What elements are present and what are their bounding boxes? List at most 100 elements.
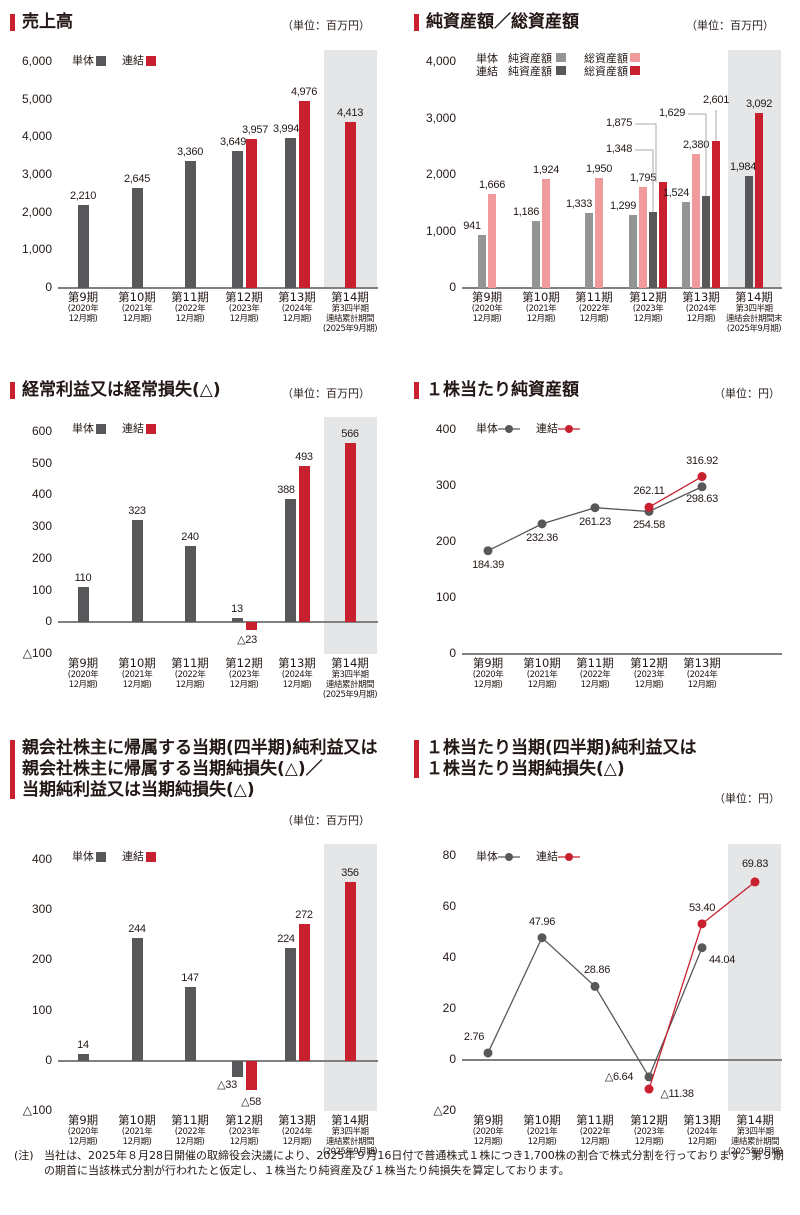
bar bbox=[488, 193, 496, 288]
period-sublabel: (2022年 bbox=[174, 1127, 206, 1137]
y-tick-label: 300 bbox=[435, 478, 456, 492]
ordinary-income-chart-panel: 経常利益又は経常損失(△) （単位：百万円） 単体 連結 600 500 400 30… bbox=[0, 370, 400, 730]
period-sublabel: 12月期) bbox=[687, 680, 717, 690]
x-category-label: 第11期 (2022年 12月期) bbox=[565, 656, 625, 690]
x-category-label: 第13期 (2024年 12月期) bbox=[672, 656, 732, 690]
period-sublabel: 12月期) bbox=[634, 680, 664, 690]
legend-renketsu: 連結 bbox=[122, 848, 156, 864]
value-label: 254.58 bbox=[633, 519, 665, 532]
x-category-label: 第9期 (2020年 12月期) bbox=[53, 1113, 113, 1147]
unit-label: （単位：百万円） bbox=[282, 387, 370, 400]
value-label: 13 bbox=[231, 603, 243, 616]
value-label: 261.23 bbox=[579, 515, 611, 528]
value-label: 28.86 bbox=[583, 964, 611, 977]
value-label: 2,380 bbox=[682, 138, 710, 151]
period-sublabel: (2020年 bbox=[471, 304, 503, 314]
chart-legend: 単体 連結 bbox=[72, 52, 156, 68]
legend-tantai: 単体 bbox=[476, 848, 520, 864]
x-category-label: 第13期 (2024年 12月期) bbox=[671, 290, 731, 324]
bar bbox=[245, 138, 257, 288]
x-category-label: 第11期 (2022年 12月期) bbox=[565, 1113, 625, 1147]
y-tick-label: 600 bbox=[31, 424, 52, 438]
y-tick-label: 100 bbox=[31, 582, 52, 597]
period-sublabel: (2020年 bbox=[67, 304, 99, 314]
value-label: 1,795 bbox=[629, 171, 657, 184]
period-sublabel: 12月期) bbox=[229, 1137, 259, 1147]
period-label: 第12期 bbox=[629, 290, 667, 304]
x-axis-line bbox=[58, 1059, 378, 1062]
y-tick-label: 0 bbox=[45, 1052, 52, 1067]
value-label: 4,976 bbox=[290, 85, 318, 98]
value-label: 2,210 bbox=[69, 189, 97, 202]
bar bbox=[344, 442, 356, 623]
x-category-label: 第10期 (2021年 12月期) bbox=[512, 656, 572, 690]
value-label: 493 bbox=[295, 450, 313, 463]
value-label: 1,875 bbox=[605, 117, 633, 129]
bar bbox=[77, 587, 89, 623]
y-tick-label: 5,000 bbox=[21, 91, 52, 106]
value-label: 323 bbox=[128, 504, 146, 517]
period-label: 第13期 bbox=[278, 656, 316, 670]
period-sublabel: 12月期) bbox=[282, 680, 312, 690]
period-label: 第9期 bbox=[67, 1113, 99, 1127]
value-label: 388 bbox=[277, 484, 295, 497]
bar bbox=[659, 182, 667, 288]
period-sublabel: (2023年 bbox=[633, 1127, 665, 1137]
ordinary-income-plot-area: 600 500 400 300 200 100 0 △100 110 323 240 13 △23 388… bbox=[0, 370, 400, 730]
value-label: 1,299 bbox=[609, 199, 637, 212]
value-label: 240 bbox=[181, 531, 199, 544]
bar bbox=[298, 465, 310, 623]
period-label: 第9期 bbox=[472, 656, 504, 670]
period-label: 第12期 bbox=[225, 290, 263, 304]
period-sublabel: 12月期) bbox=[282, 1137, 312, 1147]
period-sublabel: (2024年 bbox=[281, 1127, 313, 1137]
x-category-label: 第10期 (2021年 12月期) bbox=[107, 656, 167, 690]
x-category-label: 第9期 (2020年 12月期) bbox=[457, 290, 517, 324]
period-label: 第11期 bbox=[576, 656, 614, 670]
period-sublabel: 連結累計期間 bbox=[730, 1137, 780, 1147]
bar bbox=[231, 150, 243, 288]
value-label: 298.63 bbox=[686, 492, 718, 505]
y-tick-label: 2,000 bbox=[21, 204, 52, 219]
x-category-label: 第14期 第3四半期 連結累計期間 (2025年9月期) bbox=[320, 290, 380, 334]
eps-plot-area: 80 60 40 20 0 △20 2.76 47.96 28.86 △6.64 44.04 △11.… bbox=[400, 730, 800, 1157]
x-category-label: 第12期 (2023年 12月期) bbox=[619, 656, 679, 690]
period-sublabel: 12月期) bbox=[473, 680, 503, 690]
period-sublabel: 連結累計期間 bbox=[325, 1137, 375, 1147]
period-sublabel: (2021年 bbox=[121, 670, 153, 680]
y-tick-label: 200 bbox=[435, 534, 456, 548]
period-sublabel: (2023年 bbox=[228, 670, 260, 680]
x-category-label: 第10期 (2021年 12月期) bbox=[107, 290, 167, 324]
period-sublabel: (2021年 bbox=[121, 1127, 153, 1137]
value-label: △6.64 bbox=[604, 1070, 634, 1083]
x-axis-line bbox=[58, 287, 378, 289]
value-label: 69.83 bbox=[741, 857, 769, 870]
y-tick-label: 100 bbox=[435, 590, 456, 604]
legend-renketsu: 連結 bbox=[122, 420, 156, 436]
value-label: 1,924 bbox=[532, 164, 560, 177]
period-label: 第14期 bbox=[735, 290, 773, 304]
bar bbox=[702, 195, 710, 288]
value-label: 566 bbox=[341, 427, 359, 440]
bar bbox=[745, 175, 753, 288]
y-tick-label: 3,000 bbox=[21, 167, 52, 181]
value-label: 3,957 bbox=[241, 123, 269, 136]
period-label: 第13期 bbox=[683, 656, 721, 670]
bar bbox=[131, 519, 143, 623]
line-series bbox=[483, 877, 760, 1094]
period-sublabel: 連結累計期間 bbox=[325, 314, 375, 324]
period-label: 第9期 bbox=[67, 656, 99, 670]
x-category-label: 第11期 (2022年 12月期) bbox=[160, 656, 220, 690]
x-category-label: 第12期 (2023年 12月期) bbox=[618, 290, 678, 324]
x-axis-line bbox=[462, 1059, 782, 1061]
period-sublabel: 12月期) bbox=[527, 680, 557, 690]
line-series bbox=[483, 472, 707, 556]
period-label: 第14期 bbox=[331, 656, 369, 670]
period-sublabel: (2025年9月期) bbox=[322, 1147, 378, 1157]
x-category-label: 第14期 第3四半期 連結累計期間 (2025年9月期) bbox=[725, 1113, 785, 1157]
y-tick-label: 200 bbox=[31, 952, 52, 967]
period-label: 第10期 bbox=[118, 1113, 156, 1127]
footnote: (注) 当社は、2025年８月28日開催の取締役会決議により、2025年９月16… bbox=[14, 1149, 784, 1177]
period-sublabel: (2024年 bbox=[686, 1127, 718, 1137]
period-sublabel: (2024年 bbox=[686, 670, 718, 680]
